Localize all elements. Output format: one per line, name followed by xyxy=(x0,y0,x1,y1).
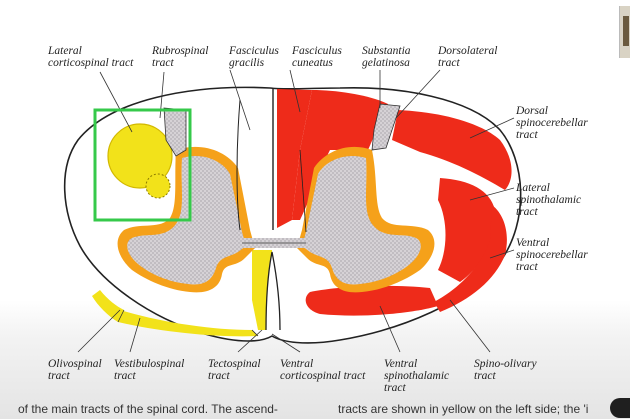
lateral-corticospinal-area xyxy=(107,123,173,189)
label-line: Tectospinal xyxy=(208,358,261,370)
label-line: tract xyxy=(208,370,230,382)
yellow-divider-1 xyxy=(117,309,125,323)
ventral-spinothalamic-area xyxy=(305,285,438,316)
fasciculus-gracilis-area xyxy=(277,89,312,228)
label-line: Dorsal xyxy=(516,105,548,117)
label-dorsolateral: Dorsolateral tract xyxy=(438,45,497,69)
label-line: tract xyxy=(474,370,496,382)
label-line: tract xyxy=(516,129,538,141)
funiculus-border-right xyxy=(299,149,307,233)
label-line: Fasciculus xyxy=(292,45,342,57)
label-ventral-spinocerebellar: Ventral spinocerebellar tract xyxy=(516,237,588,273)
substantia-gelatinosa-right xyxy=(371,103,401,151)
label-line: tract xyxy=(438,57,460,69)
label-line: Spino-olivary xyxy=(474,358,537,370)
label-line: gracilis xyxy=(229,57,265,69)
label-line: tract xyxy=(114,370,136,382)
label-tectospinal: Tectospinal tract xyxy=(208,358,261,382)
vestibulospinal-area xyxy=(118,310,258,337)
label-line: spinocerebellar xyxy=(516,117,588,129)
label-line: tract xyxy=(48,370,70,382)
fasciculus-cuneatus-area xyxy=(300,90,388,150)
ventral-spinocerebellar-area xyxy=(434,205,507,312)
olivospinal-area xyxy=(92,290,124,322)
label-line: corticospinal tract xyxy=(280,370,366,382)
label-line: Lateral xyxy=(48,45,82,57)
highlight-box xyxy=(93,108,192,222)
label-line: Dorsolateral xyxy=(438,45,498,57)
label-fasciculus-cuneatus: Fasciculus cuneatus xyxy=(292,45,342,69)
label-line: spinocerebellar xyxy=(516,249,588,261)
label-vestibulospinal: Vestibulospinal tract xyxy=(114,358,184,382)
label-fasciculus-gracilis: Fasciculus gracilis xyxy=(229,45,279,69)
edge-thumbnail xyxy=(619,6,630,58)
label-ventral-spinothalamic: Ventral spinothalamic tract xyxy=(384,358,449,394)
label-line: Vestibulospinal xyxy=(114,358,185,370)
label-line: spinothalamic xyxy=(516,194,582,206)
lateral-spinothalamic-area xyxy=(438,178,496,282)
label-rubrospinal: Rubrospinal tract xyxy=(152,45,208,69)
label-line: Ventral xyxy=(516,237,550,249)
label-lateral-corticospinal: Lateral corticospinal tract xyxy=(48,45,133,69)
overlay-pill[interactable] xyxy=(610,398,630,418)
label-line: Fasciculus xyxy=(229,45,279,57)
label-olivospinal: Olivospinal tract xyxy=(48,358,102,382)
label-line: tract xyxy=(152,57,174,69)
caption-left: of the main tracts of the spinal cord. T… xyxy=(18,402,278,416)
label-lateral-spinothalamic: Lateral spinothalamic tract xyxy=(516,182,581,218)
label-line: Ventral xyxy=(280,358,314,370)
label-ventral-corticospinal: Ventral corticospinal tract xyxy=(280,358,365,382)
label-line: tract xyxy=(384,382,406,394)
caption-right: tracts are shown in yellow on the left s… xyxy=(338,402,589,416)
label-line: Substantia xyxy=(362,45,411,57)
dorsal-spinocerebellar-area xyxy=(392,110,512,190)
label-line: Ventral xyxy=(384,358,418,370)
label-line: Lateral xyxy=(516,182,550,194)
label-line: Olivospinal xyxy=(48,358,102,370)
label-line: cuneatus xyxy=(292,57,333,69)
funiculus-border-left xyxy=(236,99,241,231)
label-substantia-gelatinosa: Substantia gelatinosa xyxy=(362,45,411,69)
label-line: tract xyxy=(516,206,538,218)
label-line: corticospinal tract xyxy=(48,57,134,69)
rubrospinal-area xyxy=(145,173,171,199)
ventral-median-fissure xyxy=(265,251,281,331)
label-line: spinothalamic xyxy=(384,370,450,382)
label-line: tract xyxy=(516,261,538,273)
label-line: gelatinosa xyxy=(362,57,410,69)
label-dorsal-spinocerebellar: Dorsal spinocerebellar tract xyxy=(516,105,588,141)
grey-matter-right xyxy=(302,155,421,285)
label-spino-olivary: Spino-olivary tract xyxy=(474,358,537,382)
label-line: Rubrospinal xyxy=(152,45,209,57)
